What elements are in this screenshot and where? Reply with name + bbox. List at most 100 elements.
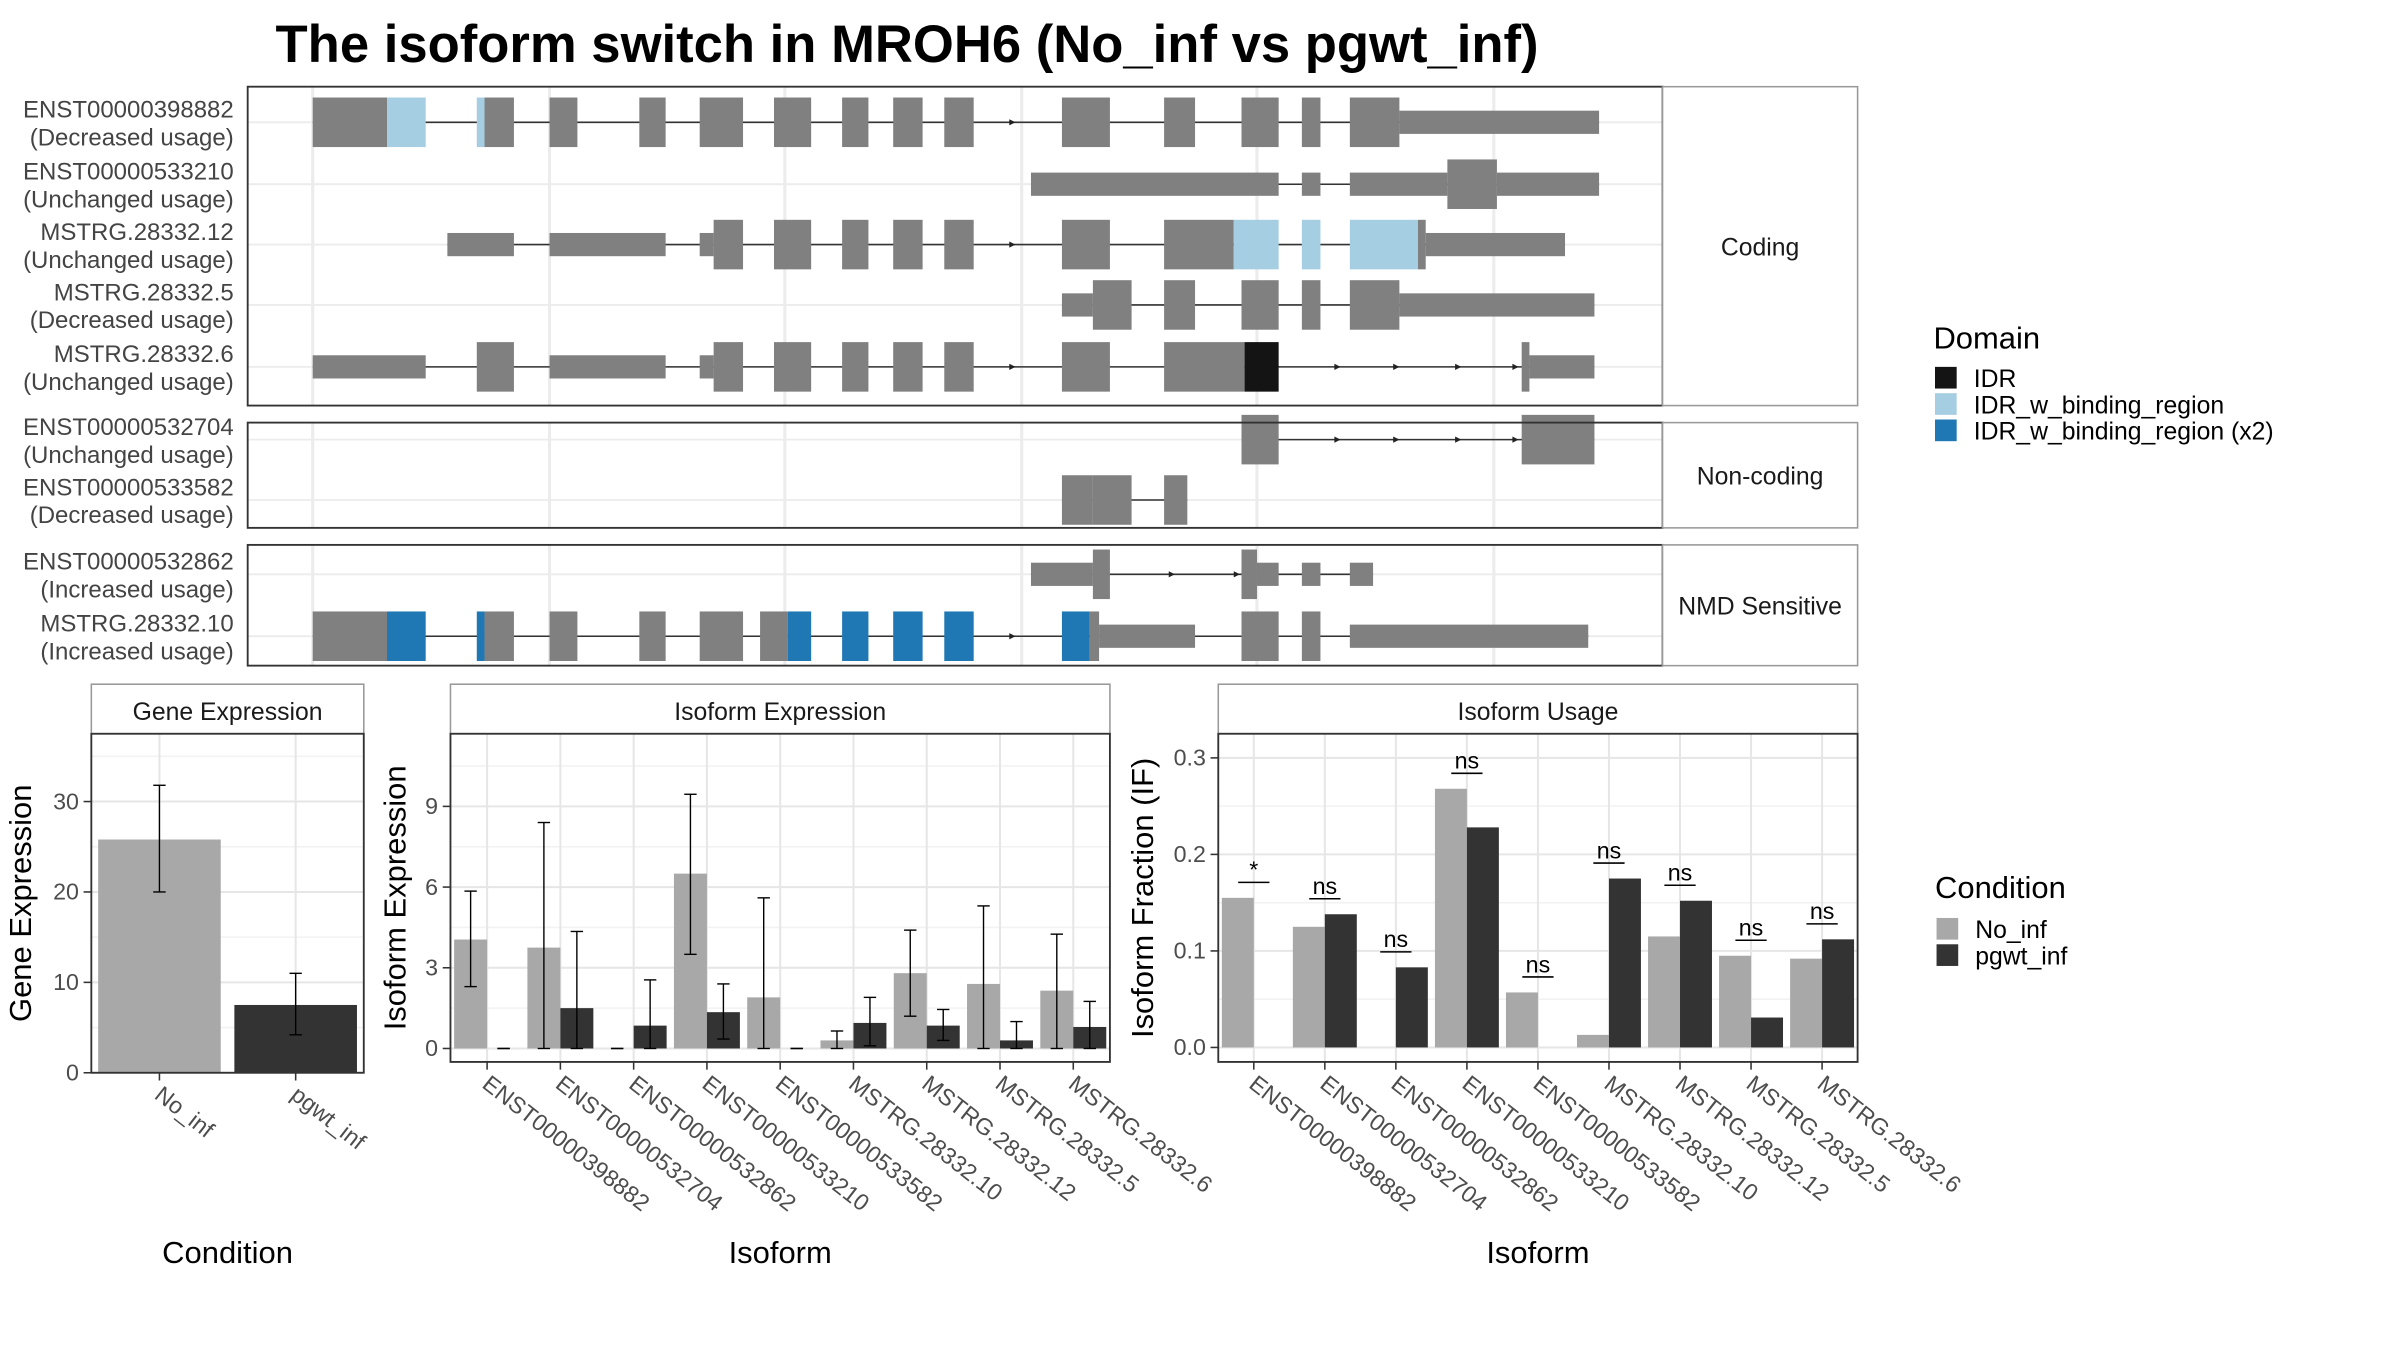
significance-label: ns: [1739, 915, 1764, 941]
exon: [944, 97, 974, 148]
legend-key: [1936, 917, 1959, 940]
transcript-row: MSTRG.28332.12(Unchanged usage): [23, 219, 1566, 274]
exon: [1241, 97, 1279, 148]
legend-title: Condition: [1935, 870, 2066, 905]
facet-strip-label: Coding: [1721, 234, 1799, 261]
bar: [1648, 936, 1681, 1048]
significance-label: *: [1249, 857, 1258, 883]
direction-arrow: [1233, 571, 1240, 578]
exon: [1425, 232, 1566, 257]
transcript-group-nmd-sensitive: ENST00000532862(Increased usage)MSTRG.28…: [23, 543, 1859, 667]
legend-label: pgwt_inf: [1975, 943, 2067, 970]
exon: [699, 611, 744, 661]
y-tick-label: 10: [53, 969, 79, 995]
transcript-id-label: ENST00000533582: [23, 474, 234, 501]
exon: [549, 232, 666, 257]
direction-arrow: [1009, 241, 1016, 248]
transcript-row: ENST00000533210(Unchanged usage): [23, 159, 1600, 213]
transcript-row: MSTRG.28332.5(Decreased usage): [30, 279, 1595, 334]
exon: [1301, 562, 1321, 586]
domain-segment: [476, 611, 485, 661]
transcript-group-non-coding: ENST00000532704(Unchanged usage) ENST0000…: [23, 414, 1859, 529]
x-tick-label: No_inf: [150, 1081, 219, 1143]
transcript-id-label: MSTRG.28332.5: [54, 279, 234, 306]
exon: [1061, 475, 1093, 525]
exon: [713, 342, 744, 392]
transcript-id-label: MSTRG.28332.10: [40, 611, 233, 638]
exon: [1521, 342, 1530, 392]
exon: [1529, 355, 1595, 379]
facet-strip: [1661, 421, 1859, 529]
exon: [639, 97, 666, 148]
gene-expression-panel: Gene Expression 0 10 20 30 No_inf pgwt_inf Cond…: [3, 683, 371, 1270]
exon: [1164, 97, 1196, 148]
exon: [1349, 97, 1400, 148]
y-axis-title: Isoform Expression: [378, 765, 413, 1030]
y-tick-label: 0: [66, 1060, 79, 1086]
exon: [1164, 475, 1188, 525]
y-tick-label: 3: [425, 955, 438, 981]
exon: [639, 611, 666, 661]
transcript-group-coding: ENST00000398882(Decreased usage)ENST0000…: [23, 85, 1859, 407]
exon: [447, 232, 514, 257]
legend-key: [1935, 419, 1957, 442]
exon: [1349, 280, 1400, 330]
significance-label: ns: [1597, 837, 1622, 863]
exon: [1164, 280, 1196, 330]
exon: [893, 97, 923, 148]
domain-segment: [1233, 219, 1279, 270]
significance-label: ns: [1526, 951, 1551, 977]
bar: [1719, 955, 1752, 1048]
x-axis-title: Condition: [162, 1235, 293, 1270]
bar: [1324, 914, 1357, 1048]
domain-segment: [387, 97, 426, 148]
y-tick-label: 9: [425, 793, 438, 819]
x-tick-label: pgwt_inf: [286, 1081, 371, 1155]
exon: [1447, 159, 1497, 209]
panel-border: [90, 732, 365, 1074]
exon: [774, 97, 812, 148]
exon: [484, 611, 514, 661]
significance-label: ns: [1810, 898, 1835, 924]
transcript-id-label: ENST00000398882: [23, 97, 234, 124]
bar: [1577, 1034, 1609, 1048]
exon: [1061, 293, 1093, 317]
direction-arrow: [1009, 119, 1016, 126]
exon: [1092, 549, 1110, 600]
exon: [1030, 172, 1279, 196]
y-tick-label: 0.1: [1174, 938, 1206, 964]
panel-title: Gene Expression: [133, 699, 323, 726]
direction-arrow: [1393, 436, 1400, 443]
domain-segment: [787, 611, 812, 661]
exon: [1030, 562, 1093, 586]
y-tick-label: 30: [53, 788, 79, 814]
exon: [1241, 611, 1279, 661]
exon: [893, 219, 923, 270]
bar: [1790, 958, 1823, 1048]
transcript-id-label: ENST00000533210: [23, 159, 234, 186]
legend-label: IDR_w_binding_region (x2): [1974, 419, 2274, 446]
exon: [1099, 624, 1196, 648]
y-tick-label: 0.3: [1174, 745, 1206, 771]
exon: [760, 611, 788, 661]
facet-strip: [1661, 544, 1859, 667]
direction-arrow: [1334, 363, 1341, 370]
legend-label: IDR_w_binding_region: [1974, 392, 2224, 419]
exon: [549, 355, 666, 379]
transcript-usage-label: (Decreased usage): [30, 502, 234, 529]
bar: [1221, 897, 1254, 1048]
domain-segment: [1349, 219, 1418, 270]
y-axis-title: Gene Expression: [3, 785, 38, 1022]
exon: [1164, 219, 1234, 270]
exon: [549, 97, 578, 148]
transcript-id-label: MSTRG.28332.12: [40, 219, 233, 246]
domain-segment: [944, 611, 974, 661]
exon: [713, 219, 744, 270]
y-tick-label: 6: [425, 874, 438, 900]
exon: [1301, 611, 1321, 661]
bar: [1822, 939, 1855, 1048]
domain-segment: [476, 97, 485, 148]
domain-segment: [1244, 342, 1279, 392]
